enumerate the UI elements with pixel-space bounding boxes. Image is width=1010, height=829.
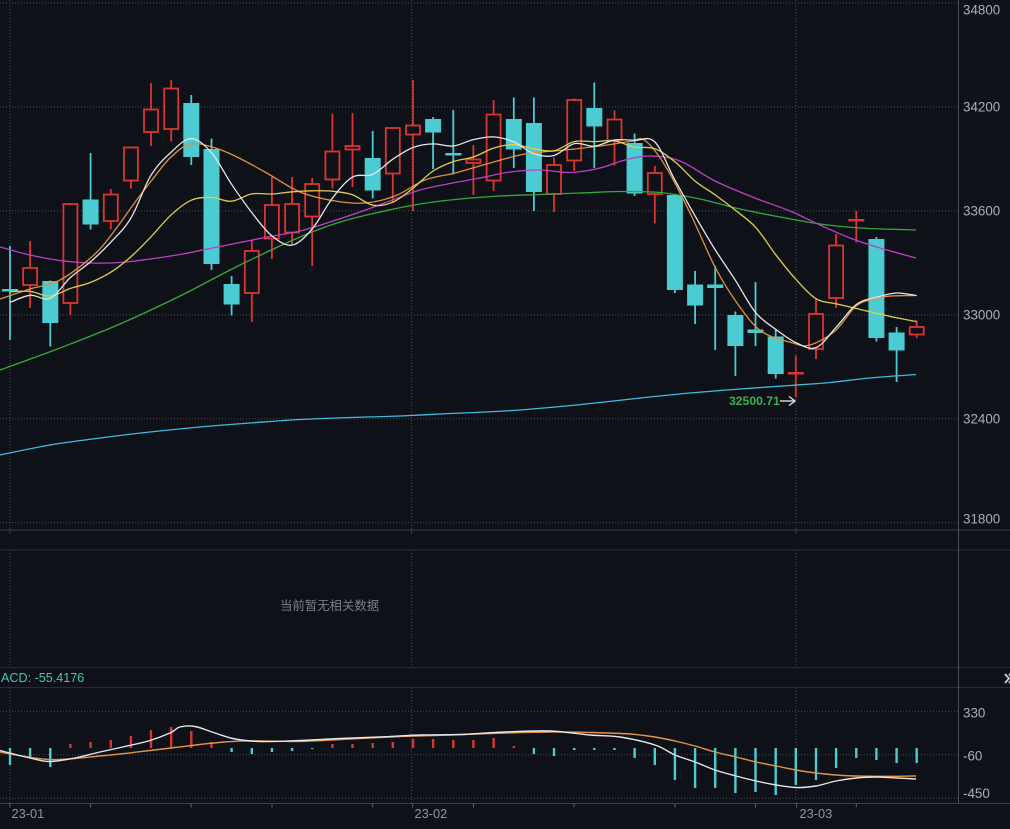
svg-text:33000: 33000 — [963, 308, 1000, 323]
svg-text:34200: 34200 — [963, 100, 1000, 115]
svg-text:34800: 34800 — [963, 3, 1000, 18]
svg-text:31800: 31800 — [963, 512, 1000, 527]
svg-text:23-01: 23-01 — [12, 806, 45, 821]
svg-text:MACD: -55.4176: MACD: -55.4176 — [0, 671, 84, 685]
svg-text:-450: -450 — [963, 786, 990, 801]
svg-text:23-03: 23-03 — [800, 806, 833, 821]
svg-text:23-02: 23-02 — [415, 806, 448, 821]
svg-text:32500.71: 32500.71 — [729, 394, 780, 408]
svg-text:32400: 32400 — [963, 412, 1000, 427]
svg-text:当前暂无相关数据: 当前暂无相关数据 — [280, 598, 379, 613]
svg-text:33600: 33600 — [963, 204, 1000, 219]
svg-text:-60: -60 — [963, 749, 982, 764]
svg-text:330: 330 — [963, 706, 985, 721]
